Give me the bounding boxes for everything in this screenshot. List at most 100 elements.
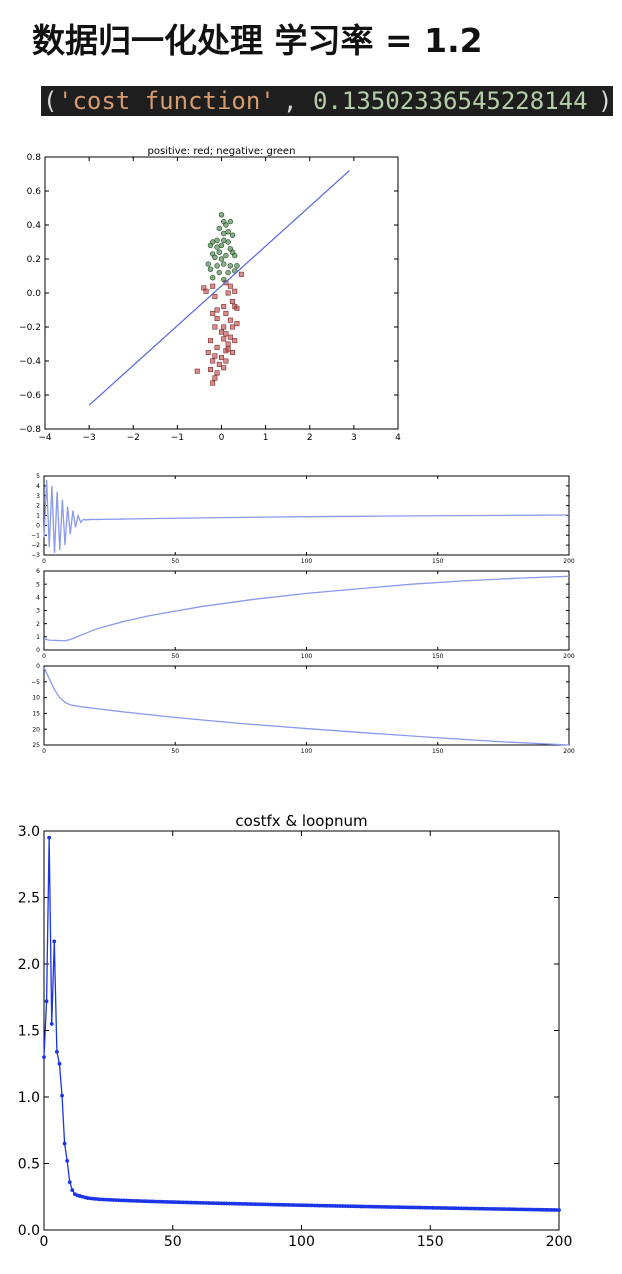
positive-point (216, 361, 222, 367)
y-tick-label: 0.5 (18, 1156, 40, 1172)
x-tick-label: 50 (171, 653, 179, 660)
x-tick-label: 2 (307, 433, 313, 443)
cost-point (65, 1158, 70, 1163)
y-tick-label: 25 (32, 742, 40, 749)
y-tick-label: −1 (31, 532, 40, 539)
y-tick-label: −3 (31, 552, 40, 559)
scatter-decision-boundary-chart: −4 −3 −2 −1 0 1 2 3 4 −0.8 −0.6 −0.4 −0.2 0.0 0.2 0.4 0.… (19, 146, 401, 443)
negative-point (221, 237, 227, 244)
y-tick-label: 2.0 (18, 957, 40, 973)
x-tick-label: 50 (164, 1234, 182, 1250)
page-heading: 数据归一化处理 学习率 = 1.2 (32, 21, 483, 60)
negative-point (207, 242, 214, 249)
y-tick-label: 2 (36, 621, 40, 628)
x-tick-label: −1 (171, 433, 184, 443)
positive-point (207, 367, 213, 373)
positive-point (230, 299, 236, 305)
parameter-trace-chart-2: 0 50 100 150 200 0 1 2 3 4 5 6 (36, 568, 575, 660)
y-tick-label: 3 (36, 493, 40, 500)
decision-boundary-line (88, 170, 350, 406)
y-tick-label: −0.4 (19, 357, 41, 367)
positive-point (212, 375, 218, 381)
positive-point (221, 365, 227, 371)
y-tick-label: 2 (36, 503, 40, 510)
x-tick-label: 200 (563, 748, 575, 755)
x-tick-label: 4 (395, 433, 401, 443)
positive-point (221, 324, 227, 330)
y-tick-label: −5 (31, 679, 40, 686)
negative-point (225, 239, 231, 245)
output-comma: , (283, 87, 312, 115)
negative-point (221, 230, 227, 237)
negative-point (234, 263, 240, 269)
y-tick-label: 0.4 (27, 221, 42, 231)
output-string-literal: 'cost function' (58, 87, 275, 115)
negative-point (214, 263, 220, 269)
negative-point (216, 249, 222, 255)
negative-point (223, 222, 229, 228)
output-paren-close: ) (598, 87, 613, 115)
negative-point (221, 261, 227, 267)
chart-title: positive: red; negative: green (148, 146, 296, 157)
positive-point (227, 317, 233, 323)
y-tick-label: 0 (36, 647, 40, 654)
chart-title: costfx & loopnum (235, 812, 367, 830)
trace-line (43, 667, 570, 746)
y-tick-label: 4 (36, 483, 40, 490)
negative-point (218, 256, 225, 262)
y-tick-label: 0.0 (27, 289, 42, 299)
positive-point (223, 358, 229, 364)
parameter-trace-chart-1: 0 50 100 150 200 −3 −2 −1 0 1 2 3 4 5 (31, 473, 575, 565)
negative-point (214, 244, 220, 250)
x-tick-label: 200 (563, 653, 575, 660)
cost-point (42, 1055, 46, 1059)
negative-point (205, 261, 211, 267)
positive-point (210, 380, 216, 386)
y-tick-label: −0.2 (19, 323, 41, 333)
negative-point (207, 266, 214, 272)
plot-frame (43, 665, 570, 746)
y-tick-label: 0.6 (27, 187, 42, 197)
y-tick-label: 1.5 (18, 1023, 40, 1039)
positive-point (234, 321, 240, 327)
cost-point (70, 1188, 75, 1192)
trace-line (43, 479, 570, 554)
plot-frame (43, 570, 570, 651)
x-tick-label: 150 (432, 558, 444, 565)
negative-point (225, 229, 231, 235)
output-paren-open: ( (43, 87, 58, 115)
positive-point (221, 304, 227, 310)
negative-point (212, 254, 218, 261)
negative-point (225, 269, 231, 276)
positive-point (214, 307, 220, 313)
x-tick-label: 1 (263, 433, 269, 443)
x-tick-label: −2 (127, 433, 140, 443)
y-tick-label: −2 (31, 542, 40, 549)
y-tick-label: 10 (32, 695, 40, 702)
positive-point (234, 305, 240, 311)
positive-point (214, 344, 220, 350)
negative-point (209, 275, 216, 281)
x-tick-label: 0 (42, 653, 46, 660)
positive-point (223, 310, 229, 316)
x-tick-label: 50 (171, 748, 179, 755)
y-tick-label: 0 (36, 663, 40, 670)
plot-frame (44, 156, 399, 430)
y-tick-label: 2.5 (18, 890, 40, 906)
cost-point (62, 1141, 67, 1146)
plot-frame (43, 830, 560, 1231)
positive-point (212, 353, 218, 359)
y-tick-label: −0.6 (19, 391, 41, 401)
y-tick-label: 3 (36, 608, 40, 615)
y-tick-label: 5 (36, 473, 40, 480)
y-tick-label: 0 (36, 522, 40, 529)
output-number-value: 0.13502336545228144 (313, 87, 588, 115)
positive-point (227, 334, 233, 340)
positive-point (219, 329, 225, 335)
cost-point (557, 1208, 561, 1212)
negative-point (218, 242, 225, 249)
positive-point (212, 293, 218, 299)
y-tick-label: 5 (36, 581, 40, 588)
x-tick-label: 150 (417, 1234, 444, 1250)
x-tick-label: 150 (432, 748, 444, 755)
